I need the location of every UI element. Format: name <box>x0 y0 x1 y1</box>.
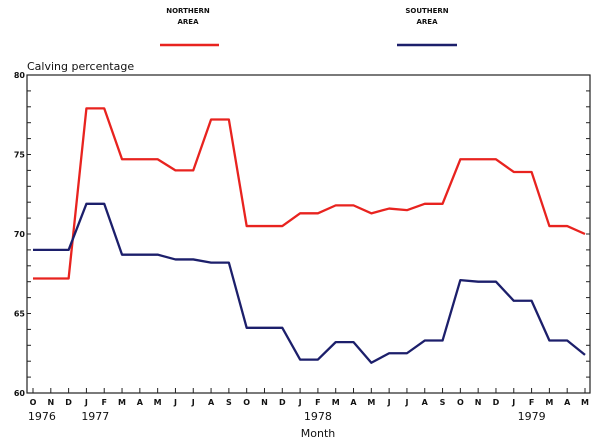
x-tick-label: S <box>440 398 446 407</box>
x-tick-label: J <box>404 398 408 407</box>
series-line-northern <box>33 108 585 278</box>
year-label: 1977 <box>81 410 109 423</box>
x-tick-label: J <box>173 398 177 407</box>
x-tick-label: J <box>191 398 195 407</box>
legend-southern-line1: SOUTHERN <box>405 7 448 15</box>
x-tick-label: M <box>581 398 589 407</box>
x-tick-label: A <box>208 398 215 407</box>
x-tick-label: F <box>101 398 106 407</box>
x-axis-label: Month <box>301 427 336 439</box>
x-tick-label: D <box>493 398 500 407</box>
x-tick-label: F <box>315 398 320 407</box>
x-tick-label: N <box>261 398 268 407</box>
x-tick-label: O <box>457 398 464 407</box>
series-line-southern <box>33 204 585 363</box>
x-tick-label: M <box>545 398 553 407</box>
x-tick-label: J <box>511 398 515 407</box>
legend-southern-line2: AREA <box>416 18 438 26</box>
x-tick-label: M <box>118 398 126 407</box>
x-tick-label: A <box>137 398 144 407</box>
y-tick-label: 65 <box>14 310 26 319</box>
year-label: 1979 <box>518 410 546 423</box>
legend-northern-line1: NORTHERN <box>166 7 210 15</box>
x-tick-label: S <box>226 398 232 407</box>
x-tick-label: N <box>47 398 54 407</box>
x-tick-label: N <box>475 398 482 407</box>
x-tick-label: O <box>30 398 37 407</box>
legend-northern-line2: AREA <box>177 18 199 26</box>
y-tick-label: 75 <box>14 151 26 160</box>
x-tick-label: F <box>529 398 534 407</box>
x-tick-label: D <box>279 398 286 407</box>
x-tick-label: J <box>84 398 88 407</box>
x-tick-label: O <box>243 398 250 407</box>
x-tick-label: M <box>367 398 375 407</box>
y-axis-label: Calving percentage <box>27 60 134 73</box>
plot-frame <box>27 75 590 393</box>
legend: NORTHERN AREA SOUTHERN AREA <box>160 7 457 45</box>
x-tick-label: A <box>350 398 357 407</box>
x-tick-label: A <box>564 398 571 407</box>
y-tick-label: 60 <box>14 389 26 398</box>
year-label: 1976 <box>28 410 56 423</box>
y-tick-label: 80 <box>14 71 26 80</box>
year-label: 1978 <box>304 410 332 423</box>
x-tick-label: J <box>298 398 302 407</box>
series-layer <box>33 108 585 363</box>
x-tick-label: M <box>332 398 340 407</box>
x-tick-label: M <box>154 398 162 407</box>
x-tick-label: A <box>422 398 429 407</box>
x-tick-label: J <box>387 398 391 407</box>
y-tick-label: 70 <box>14 230 26 239</box>
x-tick-label: D <box>65 398 72 407</box>
y-axis: 60 65 70 75 80 <box>14 71 590 398</box>
